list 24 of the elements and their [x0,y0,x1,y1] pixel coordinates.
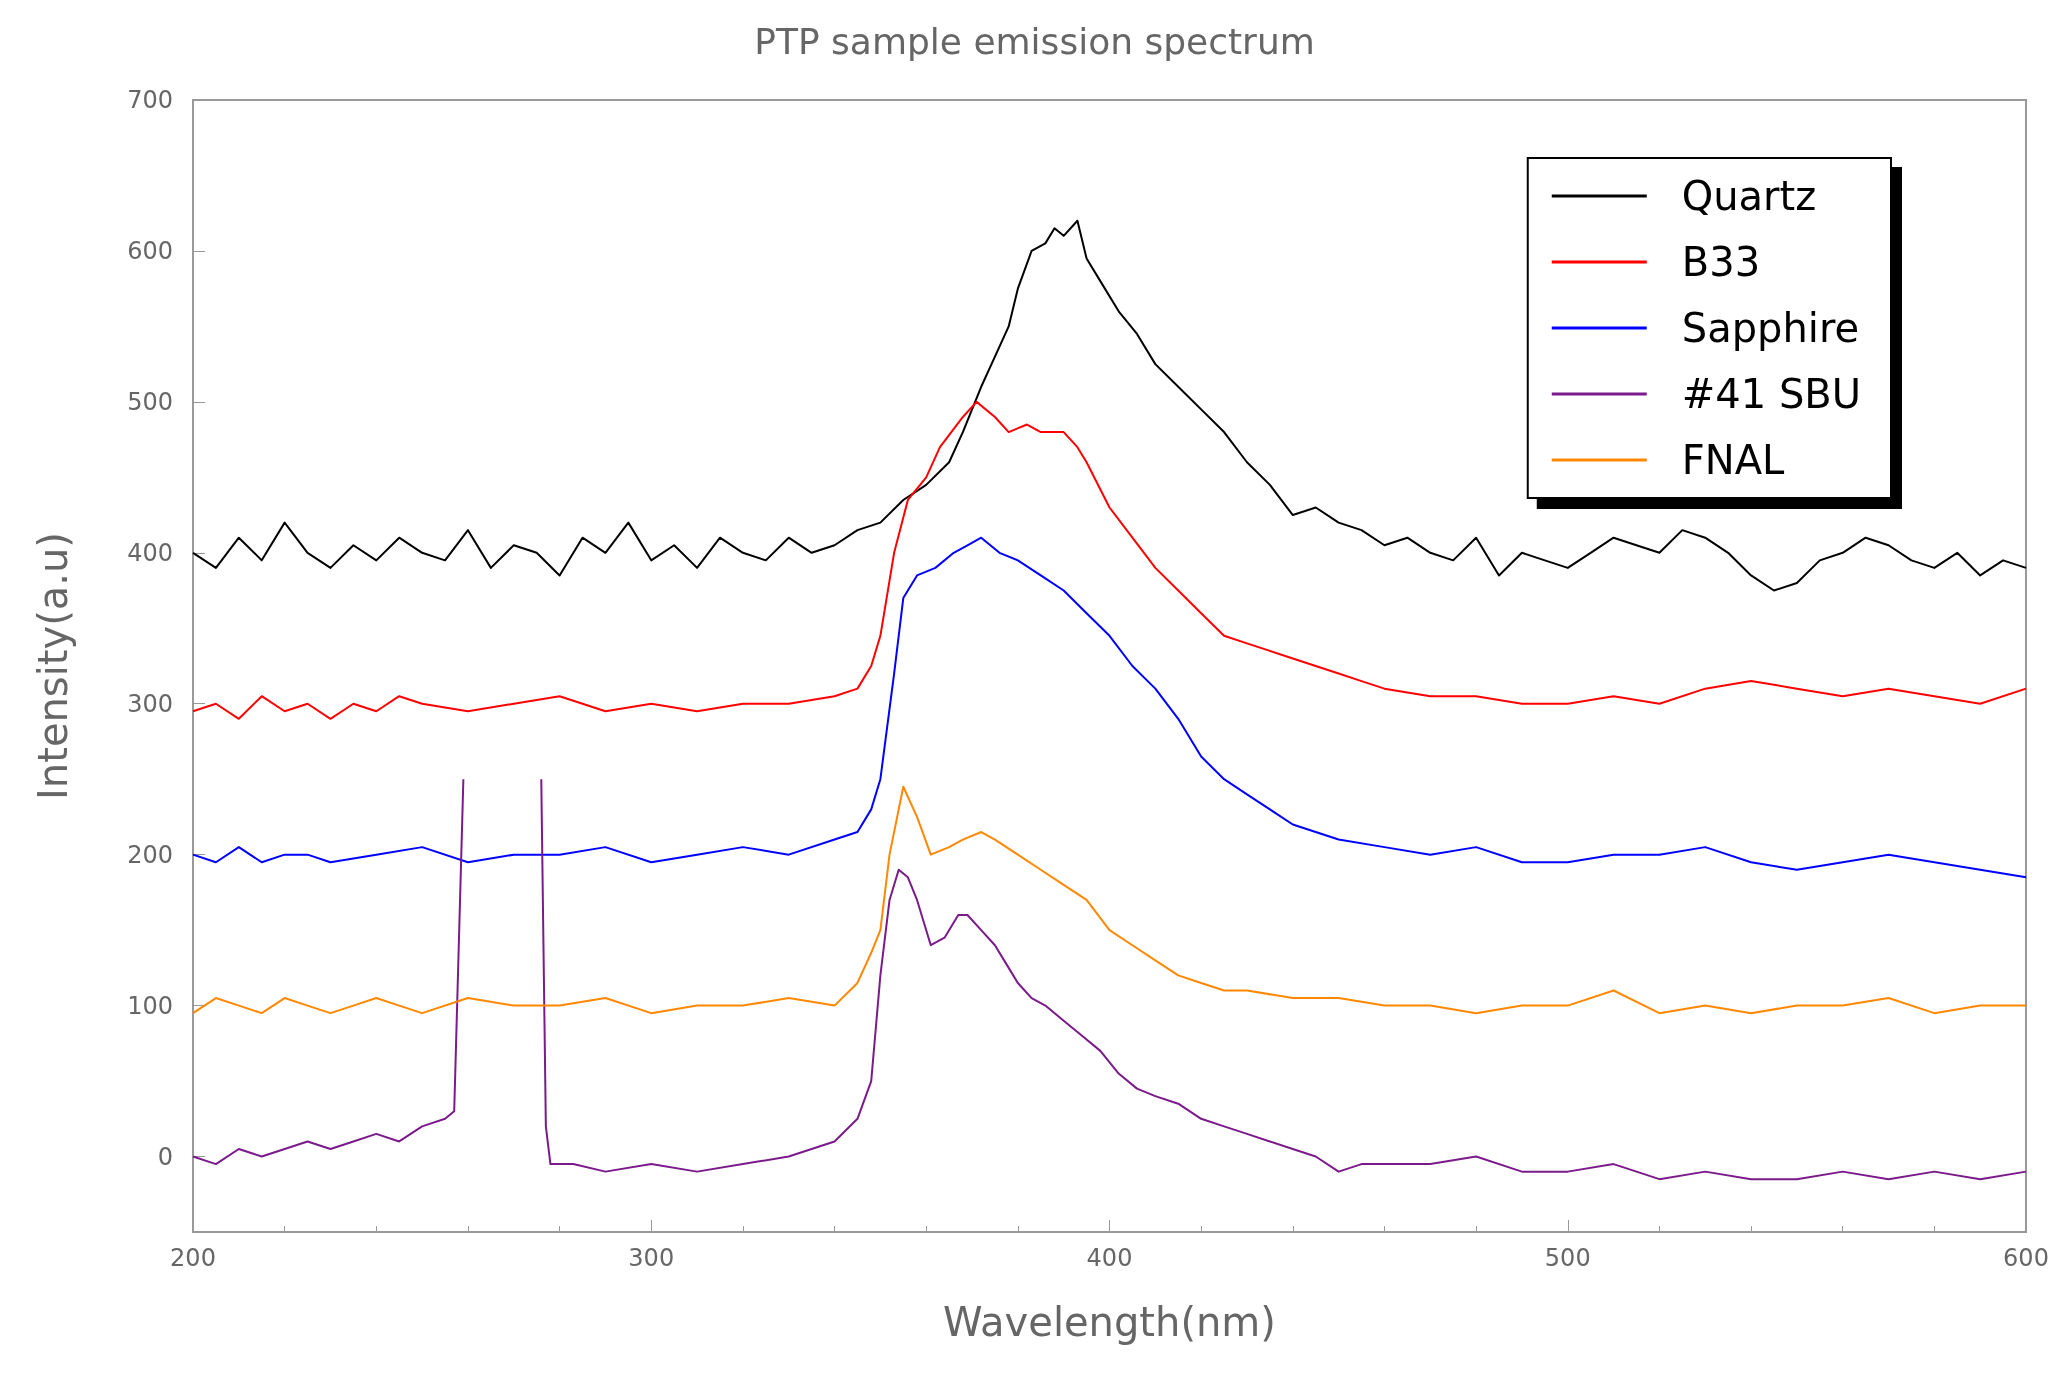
legend-label: Quartz [1681,173,1817,219]
chart-title: PTP sample emission spectrum [754,20,1315,62]
line-series [192,536,2027,879]
x-axis-title: Wavelength(nm) [943,1299,1276,1345]
x-tick-label: 200 [170,1244,216,1272]
x-tick-label: 300 [628,1244,675,1272]
y-tick-label: 500 [127,387,173,416]
x-tick-label: 600 [2003,1244,2049,1272]
line-series [192,785,2027,1015]
y-tick-label: 600 [127,236,173,265]
line-series [192,219,2027,592]
y-tick-label: 100 [127,991,173,1020]
y-tick-label: 400 [127,538,173,567]
x-tick-label: 400 [1086,1244,1133,1272]
x-tick-label: 500 [1544,1244,1591,1272]
y-tick-label: 300 [127,689,173,718]
legend-label: FNAL [1681,437,1786,483]
y-tick-label: 200 [127,840,173,869]
legend-label: #41 SBU [1681,371,1862,417]
y-tick-label: 0 [157,1142,173,1171]
legend-label: B33 [1681,239,1761,285]
y-axis-title: Intensity(a.u) [30,532,76,800]
y-tick-label: 700 [127,86,173,114]
legend-label: Sapphire [1681,305,1860,351]
